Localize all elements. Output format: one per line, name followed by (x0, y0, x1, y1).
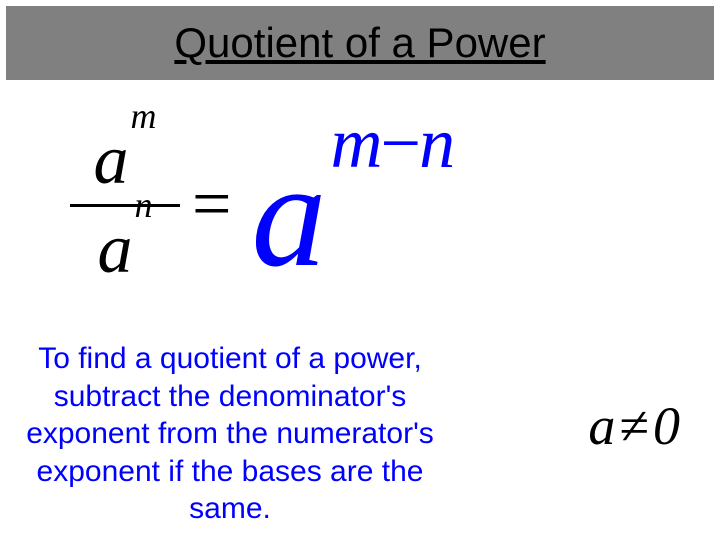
constraint-val: 0 (653, 395, 680, 457)
rhs-exp-op: − (380, 103, 419, 183)
rhs-exp-left: m (330, 103, 380, 183)
numerator-base: a (94, 126, 129, 196)
denominator-exponent: n (135, 187, 153, 223)
lhs-fraction: a m a n (70, 126, 180, 285)
rhs-exponent: m−n (330, 102, 453, 185)
rhs-base: a (251, 140, 326, 290)
formula: a m a n = a m−n (70, 90, 680, 320)
slide-title: Quotient of a Power (174, 19, 545, 67)
numerator-exponent: m (131, 98, 157, 134)
fraction-bar (70, 204, 180, 207)
explanation-text: To find a quotient of a power, subtract … (20, 340, 440, 528)
denominator-base: a (98, 215, 133, 285)
denominator: a n (92, 215, 159, 285)
constraint: a ≠ 0 (588, 395, 680, 457)
rhs: a m−n (251, 140, 453, 290)
title-bar: Quotient of a Power (6, 6, 714, 80)
rhs-exp-right: n (419, 103, 453, 183)
constraint-op: ≠ (619, 395, 649, 457)
constraint-var: a (588, 395, 615, 457)
equals-sign: = (192, 165, 231, 245)
